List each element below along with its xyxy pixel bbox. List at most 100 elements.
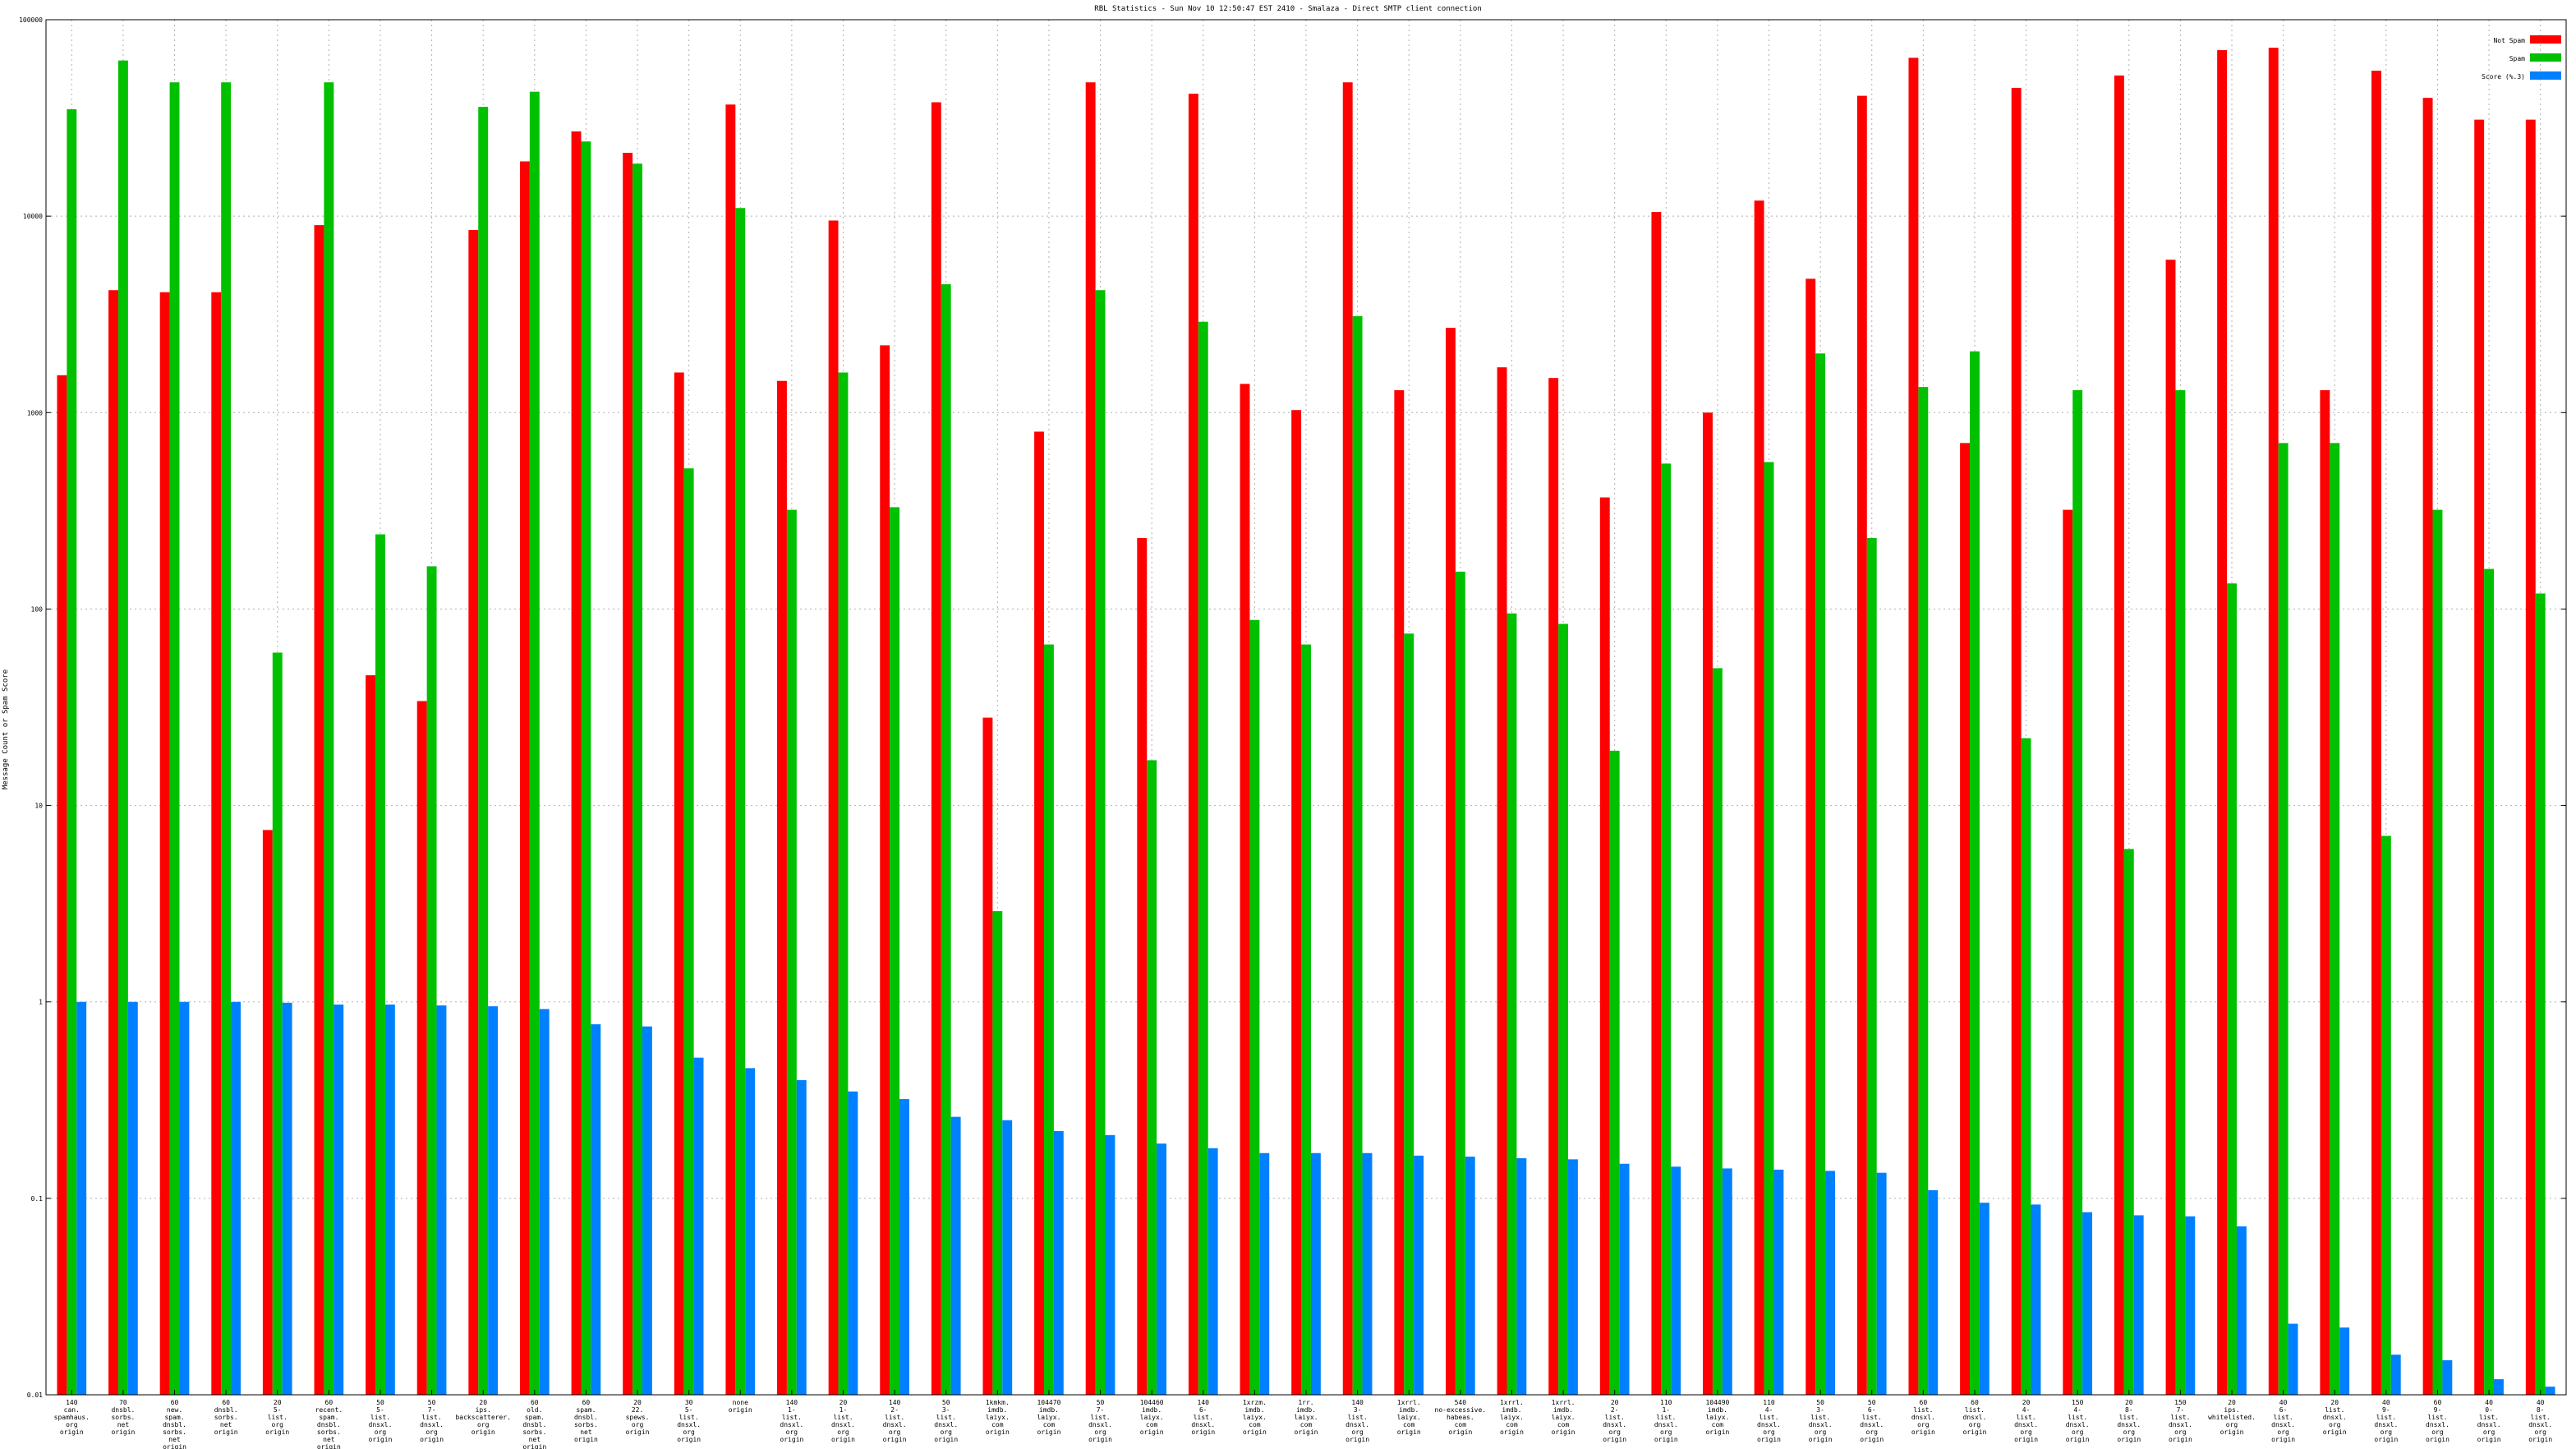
bar-score-3: [1516, 1158, 1527, 1395]
chart-title: RBL Statistics - Sun Nov 10 12:50:47 EST…: [1094, 5, 1481, 13]
bar-spam: [2227, 583, 2237, 1395]
x-tick-label: 60 list. dnsxl. org origin: [1911, 1399, 1935, 1436]
x-tick-label: 140 can. spamhaus. org origin: [54, 1399, 90, 1436]
bar-spam: [1970, 351, 1980, 1396]
x-tick-label: 30 5-list. dnsxl. org origin: [677, 1399, 701, 1443]
x-tick-label: 40 6-list. dnsxl. org origin: [2271, 1399, 2295, 1443]
bar-not-spam: [2371, 71, 2381, 1395]
bar-spam: [1918, 387, 1929, 1395]
bar-score-3: [1002, 1120, 1013, 1395]
bar-spam: [581, 141, 591, 1396]
x-tick-label: 60 dnsbl. sorbs. net origin: [214, 1399, 238, 1436]
bar-score-3: [1208, 1148, 1218, 1395]
y-axis-label: Message Count or Spam Score: [2, 669, 10, 789]
y-tick-label: 100000: [19, 16, 43, 24]
x-tick-label: 1xrzm. imdb. laiyx. com origin: [1243, 1399, 1267, 1436]
bar-not-spam: [211, 292, 222, 1396]
bar-spam: [632, 163, 642, 1396]
x-tick-label: 60 old. spam. dnsbl. sorbs. net origin: [522, 1399, 546, 1449]
bar-not-spam: [828, 220, 839, 1395]
bar-not-spam: [1548, 378, 1559, 1395]
bar-spam: [1147, 760, 1157, 1395]
bar-not-spam: [2217, 50, 2228, 1395]
bar-score-3: [1773, 1169, 1784, 1395]
bar-spam: [529, 91, 540, 1395]
x-tick-label: 60 new. spam. dnsbl. sorbs. net origin: [163, 1399, 186, 1449]
bar-spam: [2330, 443, 2340, 1396]
x-tick-label: 110 1-list. dnsxl. org origin: [1654, 1399, 1678, 1443]
bar-not-spam: [1806, 278, 1816, 1396]
x-tick-label: 140 1-list. dnsxl. org origin: [780, 1399, 803, 1443]
bar-spam: [1352, 315, 1363, 1396]
bar-spam: [1558, 623, 1569, 1395]
bar-score-3: [1105, 1134, 1116, 1395]
bar-spam: [941, 284, 951, 1396]
bar-not-spam: [2268, 48, 2279, 1395]
bar-spam: [1249, 619, 1260, 1395]
bar-spam: [375, 534, 385, 1395]
bar-not-spam: [1342, 82, 1353, 1395]
x-tick-label: 20 2-list. dnsxl. org origin: [1603, 1399, 1626, 1443]
x-tick-label: 1rr. imdb. laiyx. com origin: [1295, 1399, 1318, 1436]
bar-spam: [1712, 668, 1723, 1395]
bar-not-spam: [1856, 95, 1867, 1395]
x-tick-label: 104470 imdb. laiyx. com origin: [1037, 1399, 1060, 1436]
bar-spam: [683, 468, 694, 1396]
x-tick-label: 40 8-list. dnsxl. org origin: [2528, 1399, 2552, 1443]
bar-spam: [1866, 537, 1877, 1395]
bar-score-3: [745, 1068, 756, 1395]
bar-spam: [221, 82, 232, 1395]
x-tick-label: 104490 imdb. laiyx. com origin: [1705, 1399, 1729, 1436]
x-tick-label: 1xrrl. imdb. laiyx. com origin: [1552, 1399, 1576, 1436]
bar-spam: [478, 107, 489, 1396]
bar-spam: [2432, 509, 2443, 1396]
bar-not-spam: [108, 290, 118, 1395]
bar-spam: [2175, 390, 2186, 1395]
bar-spam: [1815, 353, 1826, 1396]
bar-not-spam: [1445, 328, 1456, 1395]
bar-score-3: [950, 1116, 961, 1395]
legend-swatch: [2530, 53, 2561, 62]
bar-spam: [735, 208, 746, 1395]
bar-not-spam: [159, 292, 170, 1396]
bar-not-spam: [2063, 509, 2073, 1396]
legend-label: Score (%.3): [2482, 73, 2525, 80]
bar-spam: [2535, 593, 2546, 1395]
x-tick-label: 140 2-list. dnsxl. org origin: [883, 1399, 907, 1443]
x-tick-label: 50 3-list. dnsxl. org origin: [1809, 1399, 1833, 1443]
bar-spam: [67, 109, 77, 1396]
x-tick-label: 110 4-list. dnsxl. org origin: [1757, 1399, 1781, 1443]
bar-spam: [2484, 568, 2495, 1395]
bar-not-spam: [674, 372, 684, 1395]
x-tick-label: 140 3-list. dnsxl. org origin: [1346, 1399, 1369, 1443]
bar-not-spam: [725, 104, 736, 1395]
bar-spam: [992, 911, 1003, 1395]
bar-score-3: [2031, 1204, 2041, 1395]
x-tick-label: 150 4-list. dnsxl. org origin: [2066, 1399, 2090, 1443]
bar-not-spam: [1703, 412, 1713, 1396]
bar-not-spam: [2474, 119, 2485, 1396]
bar-spam: [2123, 849, 2134, 1395]
x-tick-label: 60 spam. dnsbl. sorbs. net origin: [574, 1399, 598, 1443]
x-tick-label: 1xrrl. imdb. laiyx. com origin: [1500, 1399, 1524, 1436]
bar-score-3: [231, 1001, 241, 1395]
bar-not-spam: [314, 225, 324, 1395]
x-tick-label: 20 4-list. dnsxl. org origin: [2014, 1399, 2038, 1443]
bar-spam: [1301, 644, 1311, 1395]
x-tick-label: 60 9-list. dnsxl. org origin: [2426, 1399, 2450, 1443]
bar-score-3: [2339, 1327, 2350, 1395]
bar-not-spam: [1599, 497, 1610, 1396]
bar-score-3: [179, 1001, 190, 1395]
legend-label: Not Spam: [2493, 37, 2525, 44]
bar-score-3: [796, 1079, 807, 1395]
x-tick-label: 20 list. dnsxl. org origin: [2323, 1399, 2347, 1436]
bar-spam: [117, 60, 128, 1395]
bar-score-3: [127, 1001, 138, 1395]
x-tick-label: 20 5-list. org origin: [265, 1399, 289, 1436]
x-tick-label: 104460 imdb. laiyx. com origin: [1140, 1399, 1164, 1436]
legend-swatch: [2530, 35, 2561, 44]
bar-not-spam: [1754, 200, 1764, 1395]
bar-spam: [272, 652, 283, 1395]
x-tick-label: 20 22. spews. org origin: [626, 1399, 650, 1436]
